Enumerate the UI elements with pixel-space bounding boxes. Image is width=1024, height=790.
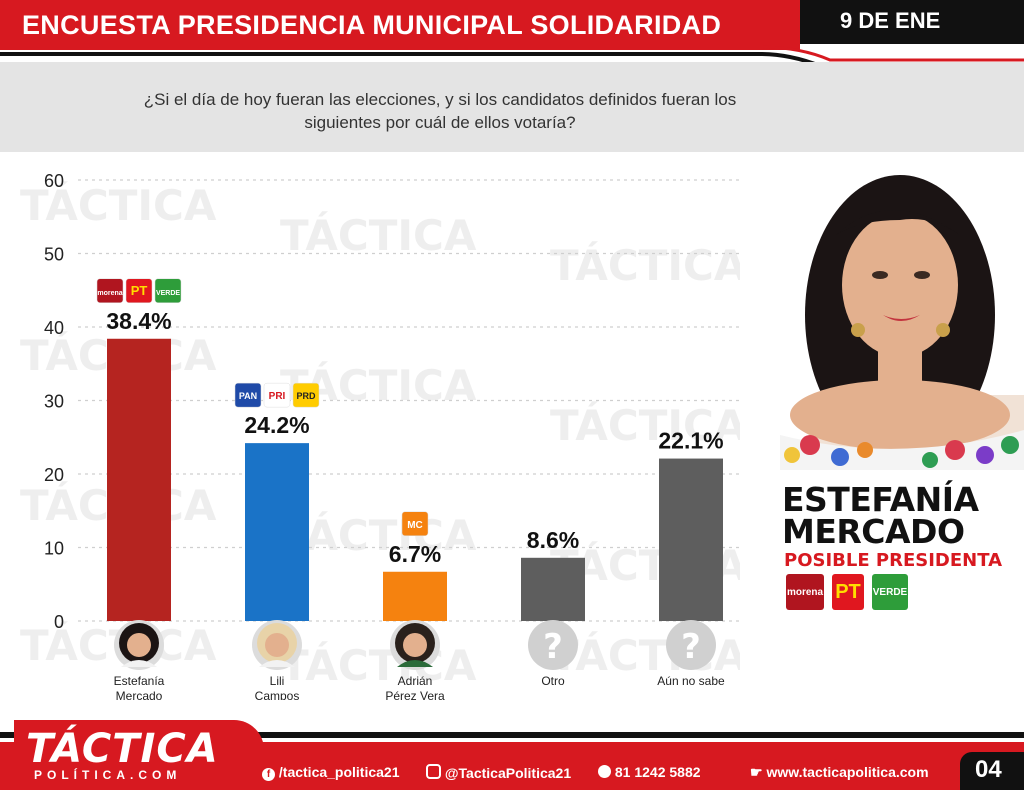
svg-text:PRI: PRI [269,391,286,402]
x-tick-label: Otro [541,674,565,688]
featured-candidate-subtitle: POSIBLE PRESIDENTA [784,550,1003,571]
y-tick-label: 40 [44,318,64,338]
chart-bars [107,338,723,621]
chart-value-labels: 38.4% 24.2% 6.7% 8.6% 22.1% [106,308,723,567]
value-label: 38.4% [106,308,171,334]
instagram-link[interactable]: @TacticaPolitica21 [426,764,571,781]
footer-stripe [0,732,1024,738]
watermark-text: TÁCTICA [20,180,217,230]
value-label: 22.1% [658,428,723,454]
verde-logo: VERDE [872,574,908,610]
y-tick-label: 30 [44,392,64,412]
candidate-avatar [390,620,440,670]
page-title: ENCUESTA PRESIDENCIA MUNICIPAL SOLIDARID… [22,10,722,40]
bar-4 [521,557,585,621]
facebook-handle: /tactica_politica21 [278,764,400,780]
candidate-photo [740,165,1024,470]
brand-block [14,720,264,790]
x-tick-label: Estefanía [114,674,165,688]
y-tick-label: 50 [44,245,64,265]
whatsapp-link[interactable]: 81 1242 5882 [598,764,701,780]
website-link[interactable]: ☛ www.tacticapolitica.com [750,764,929,781]
instagram-icon [426,764,441,779]
featured-name-line1: ESTEFANÍA [782,480,979,519]
facebook-link[interactable]: f /tactica_politica21 [262,764,400,781]
facebook-icon: f [262,768,275,781]
y-axis: 0 10 20 30 40 50 60 [44,171,64,632]
watermark-text: TÁCTICA [550,400,740,450]
featured-candidate-name: ESTEFANÍA MERCADO [782,480,979,551]
party-logo-groups: morena PT VERDE PAN PRI PRD MC [96,278,429,537]
instagram-handle: @TacticaPolitica21 [444,765,572,781]
party-logo-pri: PRI [263,382,291,408]
svg-text:morena: morena [97,290,122,297]
brand-logo: TÁCTICA [26,726,219,772]
whatsapp-number: 81 1242 5882 [614,764,701,780]
page-number-box [960,752,1024,790]
brand-subtitle: POLÍTICA.COM [34,768,182,782]
svg-text:?: ? [543,627,563,667]
party-logo-pan: PAN [234,382,262,408]
party-logo-verde: VERDE [154,278,182,304]
x-tick-label: Campos [255,689,300,700]
featured-name-line2: MERCADO [782,512,965,551]
header-date-bar [790,0,1024,44]
watermark-text: TÁCTICA [550,240,740,290]
value-label: 24.2% [244,412,309,438]
x-tick-label: Aún no sabe [657,674,725,688]
svg-text:PAN: PAN [239,391,257,401]
svg-text:?: ? [681,627,701,667]
party-logo-morena: morena [96,278,124,304]
date-label: 9 DE ENE [840,8,941,33]
candidate-avatar [114,620,164,670]
watermark-text: TÁCTICA [280,510,477,560]
y-tick-label: 60 [44,171,64,191]
bar-5 [659,458,723,621]
header-title-bar [0,0,800,50]
pt-logo: PT [832,574,864,610]
watermark-text: TÁCTICA [280,640,477,690]
question-mark-icon: ? [528,620,578,670]
bar-3 [383,571,447,621]
pointer-hand-icon: ☛ [750,764,763,780]
svg-text:MC: MC [407,520,423,531]
party-logo-pt: PT [125,278,153,304]
morena-logo: morena [786,574,824,610]
x-tick-label: Lili [270,674,285,688]
website-url: www.tacticapolitica.com [766,764,929,780]
survey-question: ¿Si el día de hoy fueran las elecciones,… [143,90,737,132]
x-tick-label: Pérez Vera [385,689,445,700]
value-label: 6.7% [389,541,441,567]
whatsapp-icon [598,765,611,778]
candidate-avatars: ?? [114,620,716,670]
question-mark-icon: ? [666,620,716,670]
candidate-avatar [252,620,302,670]
party-logo-prd: PRD [292,382,320,408]
x-tick-label: Mercado [116,689,163,700]
question-band [0,62,1024,152]
bar-chart: TÁCTICA TÁCTICA TÁCTICA TÁCTICA TÁCTICA TÁCTI… [20,171,740,700]
watermark-text: TÁCTICA [280,210,477,260]
svg-text:PT: PT [131,283,148,298]
y-tick-label: 20 [44,465,64,485]
y-tick-label: 10 [44,539,64,559]
svg-text:VERDE: VERDE [156,290,180,297]
y-tick-label: 0 [54,612,64,632]
page-number: 04 [975,756,1002,783]
featured-party-logos: morena PT VERDE [786,574,908,610]
bar-2 [245,443,309,621]
party-logo-mc: MC [401,511,429,537]
bar-1 [107,338,171,621]
svg-text:PRD: PRD [296,391,316,401]
x-tick-label: Adrián [398,674,433,688]
value-label: 8.6% [527,527,579,553]
